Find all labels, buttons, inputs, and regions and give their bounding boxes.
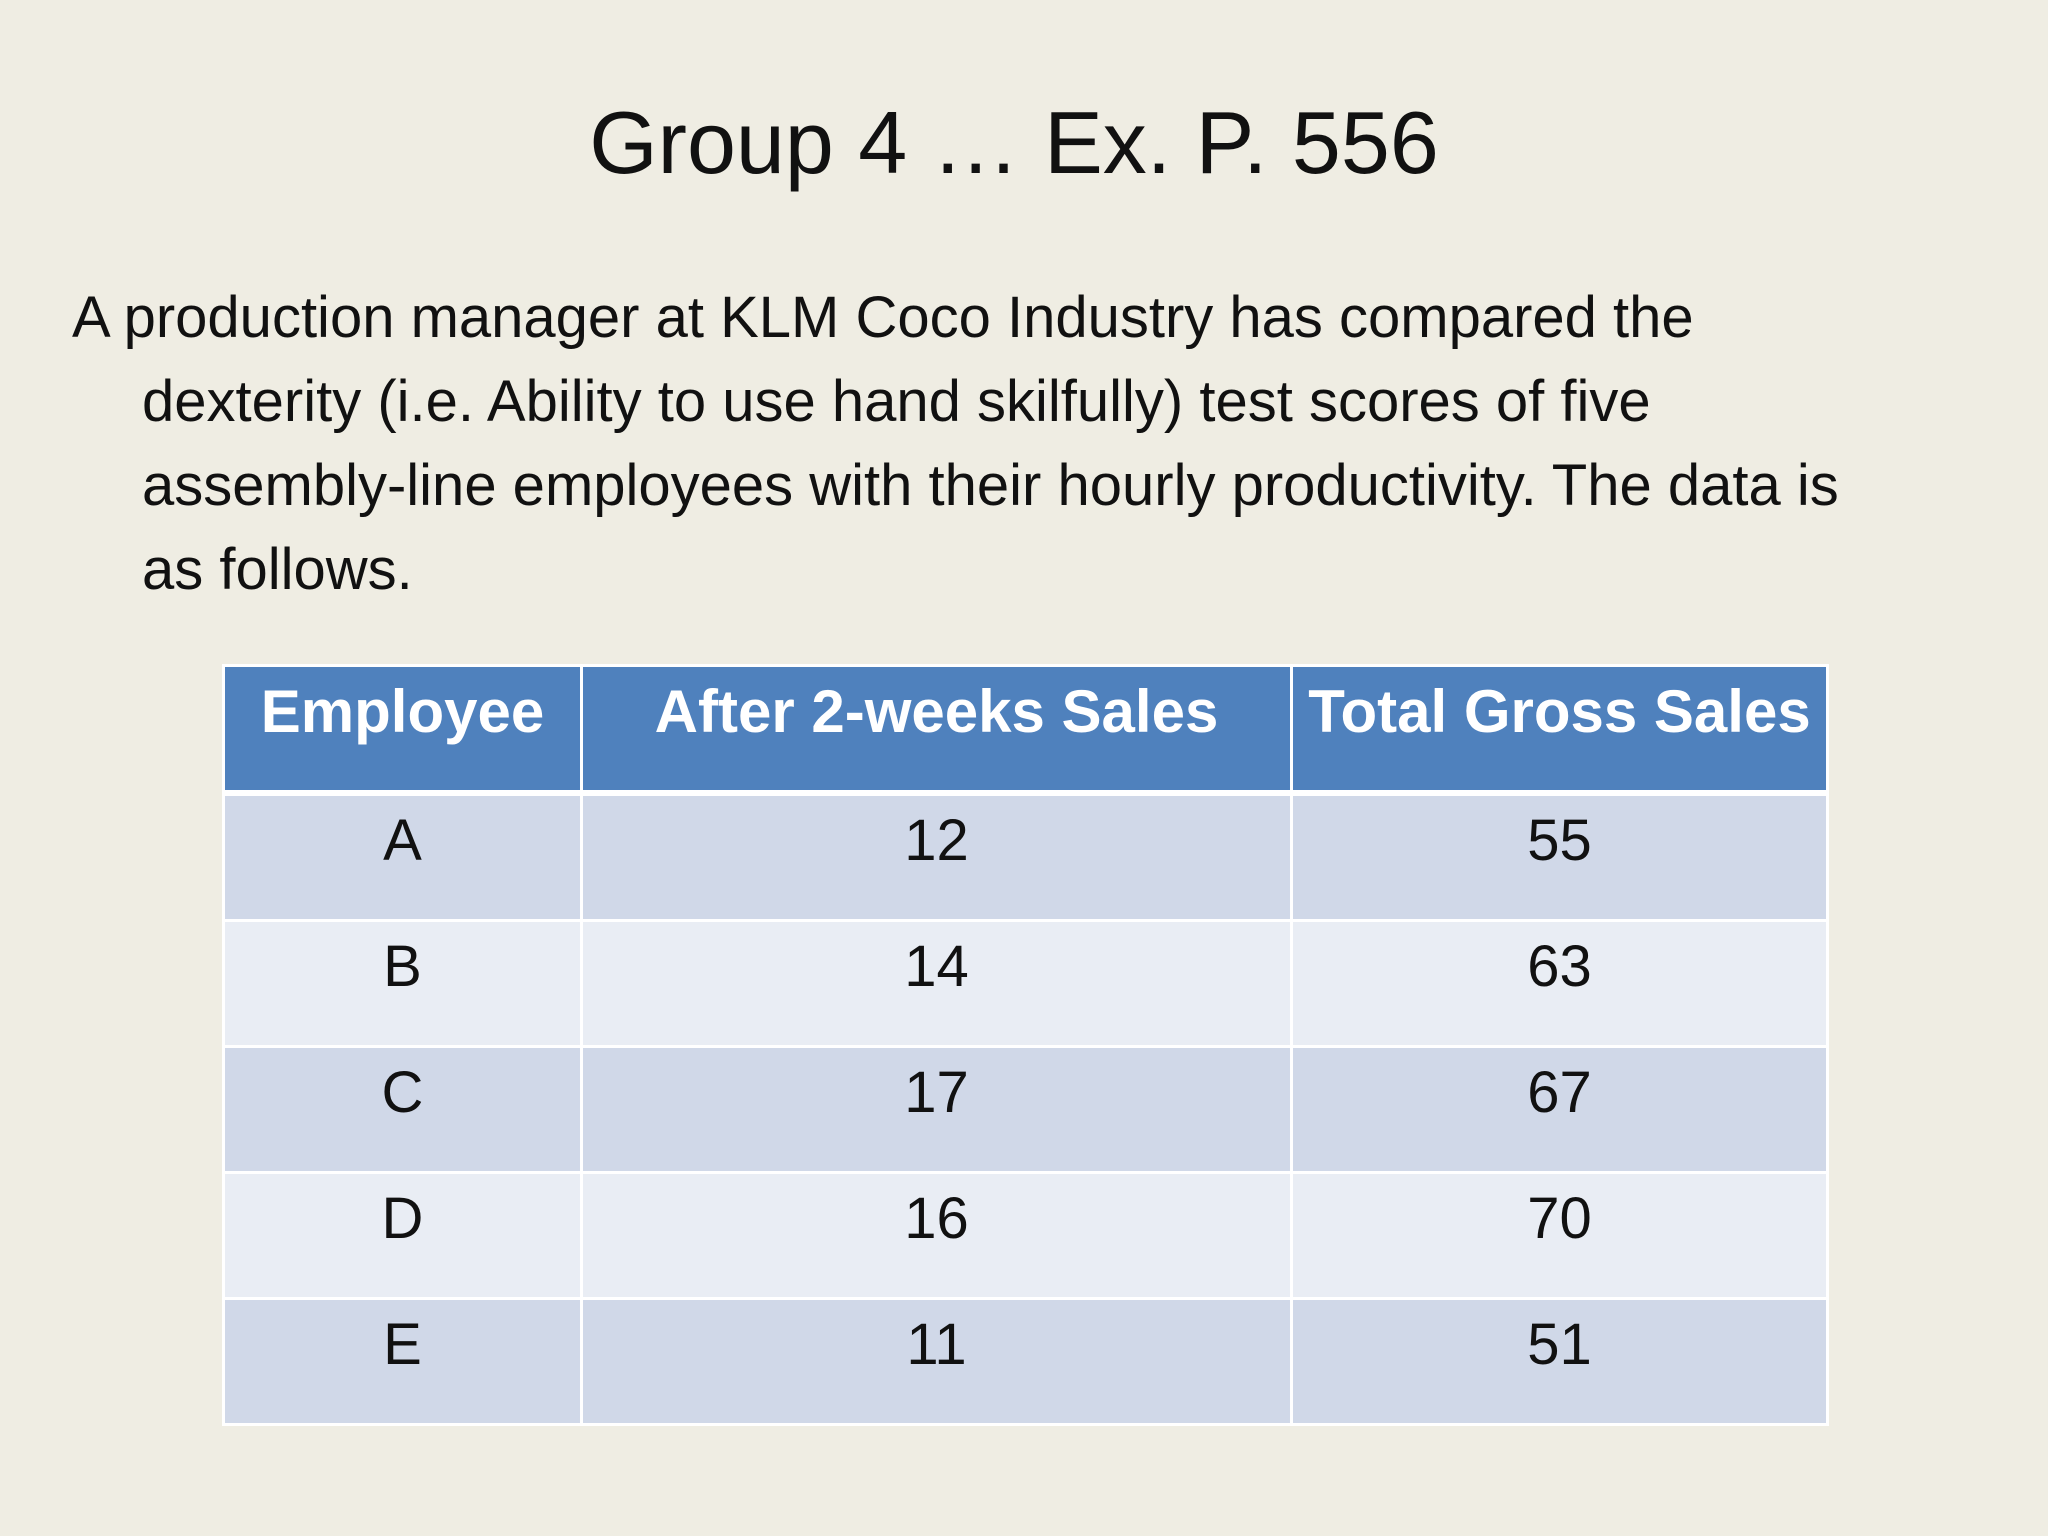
- data-table: Employee After 2-weeks Sales Total Gross…: [222, 664, 1829, 1426]
- table-row: C 17 67: [222, 1045, 1829, 1174]
- cell-employee: D: [222, 1171, 583, 1300]
- table-row: D 16 70: [222, 1171, 1829, 1300]
- cell-after-2-weeks-sales: 11: [580, 1297, 1293, 1426]
- cell-after-2-weeks-sales: 16: [580, 1171, 1293, 1300]
- cell-employee: B: [222, 919, 583, 1048]
- cell-after-2-weeks-sales: 17: [580, 1045, 1293, 1174]
- cell-total-gross-sales: 51: [1290, 1297, 1829, 1426]
- cell-total-gross-sales: 67: [1290, 1045, 1829, 1174]
- table-row: A 12 55: [222, 791, 1829, 922]
- cell-employee: A: [222, 791, 583, 922]
- table-row: B 14 63: [222, 919, 1829, 1048]
- cell-total-gross-sales: 70: [1290, 1171, 1829, 1300]
- cell-after-2-weeks-sales: 12: [580, 791, 1293, 922]
- problem-statement: A production manager at KLM Coco Industr…: [72, 285, 1839, 602]
- slide-title: Group 4 … Ex. P. 556: [589, 93, 1439, 192]
- cell-employee: E: [222, 1297, 583, 1426]
- table-header-row: Employee After 2-weeks Sales Total Gross…: [222, 664, 1829, 796]
- table-row: E 11 51: [222, 1297, 1829, 1426]
- cell-total-gross-sales: 55: [1290, 791, 1829, 922]
- cell-employee: C: [222, 1045, 583, 1174]
- header-employee: Employee: [222, 664, 583, 796]
- cell-after-2-weeks-sales: 14: [580, 919, 1293, 1048]
- cell-total-gross-sales: 63: [1290, 919, 1829, 1048]
- header-total-gross-sales: Total Gross Sales: [1290, 664, 1829, 796]
- header-after-2-weeks-sales: After 2-weeks Sales: [580, 664, 1293, 796]
